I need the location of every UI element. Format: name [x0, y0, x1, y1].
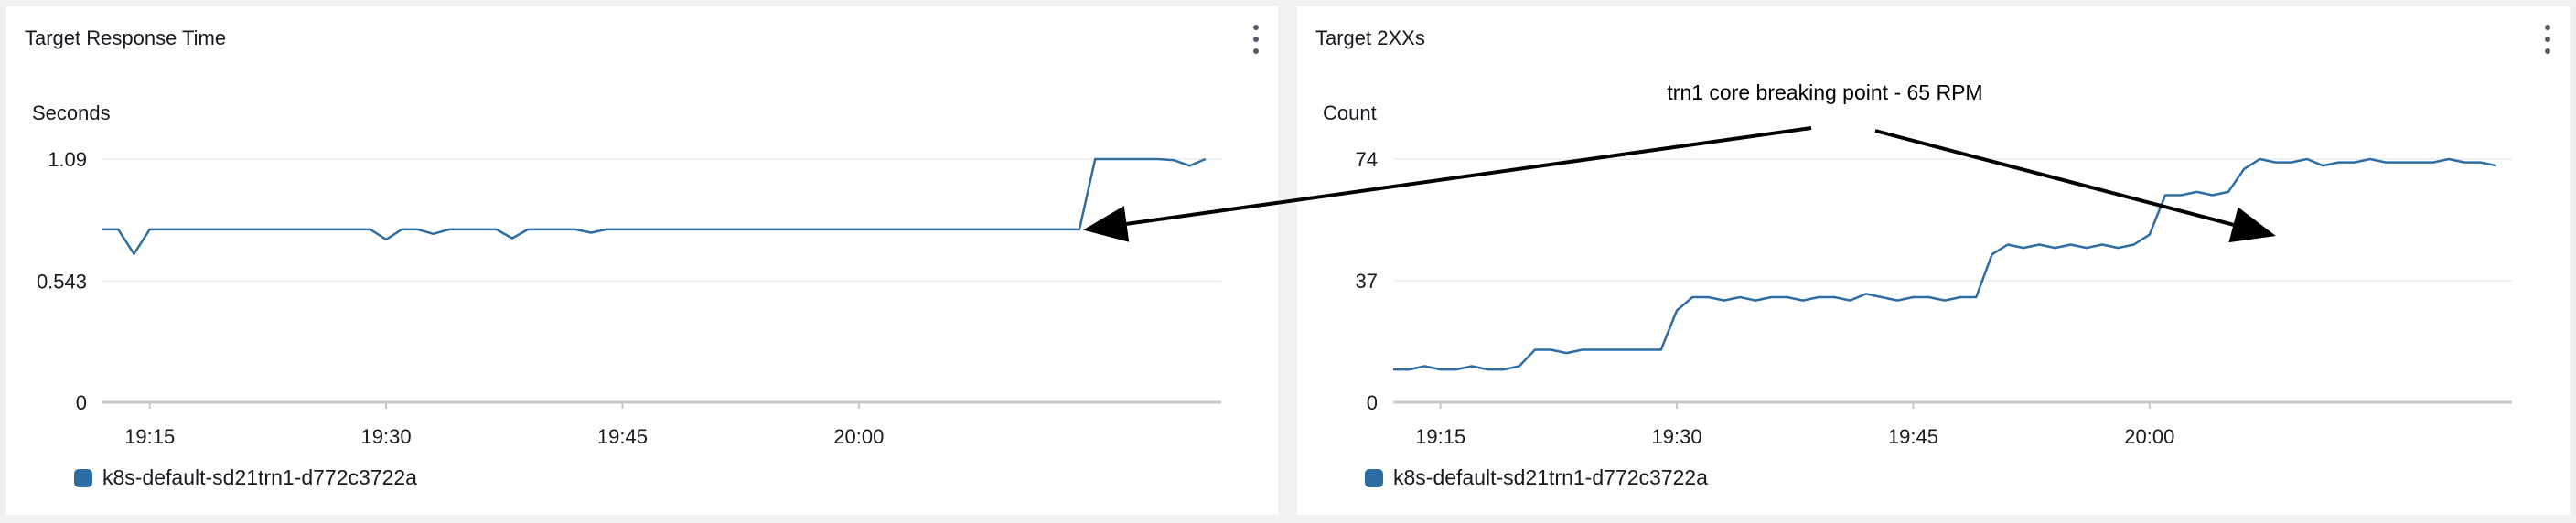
y-tick-label: 37 [1356, 270, 1378, 293]
kebab-menu-icon[interactable] [2542, 25, 2553, 54]
response-time-panel: Target Response Time Seconds 1.09 0.543 0 19… [6, 6, 1278, 515]
x-tick-label: 19:45 [1888, 425, 1938, 448]
panel-title: Target Response Time [25, 27, 227, 49]
x-tick-label: 20:00 [833, 425, 884, 448]
kebab-menu-icon[interactable] [1250, 25, 1261, 54]
y-axis-unit-label: Seconds [32, 101, 111, 124]
legend-item[interactable]: k8s-default-sd21trn1-d772c3722a [1365, 465, 1708, 490]
legend-swatch [1365, 468, 1383, 487]
series-line[interactable] [1393, 157, 2497, 371]
series-line[interactable] [102, 157, 1207, 255]
y-tick-label: 0.543 [37, 270, 87, 293]
y-tick-label: 0 [76, 391, 87, 414]
y-tick-label: 1.09 [48, 148, 87, 171]
legend-item[interactable]: k8s-default-sd21trn1-d772c3722a [74, 465, 417, 490]
target-2xx-chart: Count 74 37 0 19:15 19:30 19:45 20:00 [1323, 101, 2512, 448]
x-tick-label: 19:15 [124, 425, 175, 448]
y-tick-label: 74 [1356, 148, 1378, 171]
panel-title: Target 2XXs [1315, 27, 1425, 49]
legend-swatch [74, 468, 92, 487]
x-tick-label: 19:30 [1652, 425, 1702, 448]
legend-label: k8s-default-sd21trn1-d772c3722a [1393, 465, 1708, 489]
y-tick-label: 0 [1367, 391, 1378, 414]
x-tick-label: 20:00 [2124, 425, 2174, 448]
x-tick-label: 19:30 [361, 425, 412, 448]
y-axis-unit-label: Count [1323, 101, 1377, 124]
target-2xx-panel: Target 2XXs Count 74 37 0 19:15 19:30 19:45 20:… [1297, 6, 2570, 515]
legend-label: k8s-default-sd21trn1-d772c3722a [102, 465, 417, 489]
x-tick-label: 19:15 [1415, 425, 1465, 448]
response-time-chart: Seconds 1.09 0.543 0 19:15 19:30 19:45 20:00 [32, 101, 1221, 448]
x-tick-label: 19:45 [597, 425, 648, 448]
